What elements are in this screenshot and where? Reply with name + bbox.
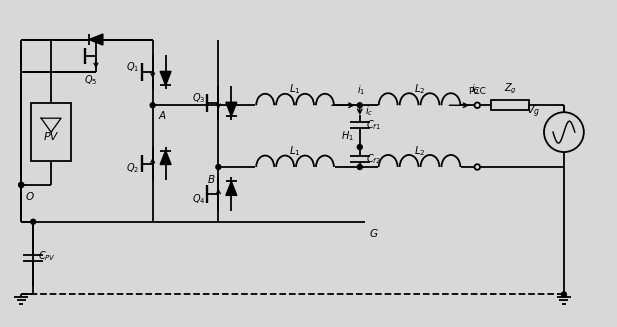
Polygon shape [160, 150, 171, 164]
Text: G: G [370, 229, 378, 239]
Text: A: A [159, 111, 166, 121]
Polygon shape [226, 181, 237, 195]
Text: B: B [207, 175, 214, 185]
Text: $Q_1$: $Q_1$ [126, 60, 139, 74]
Circle shape [357, 164, 362, 169]
Text: $V_g$: $V_g$ [526, 104, 540, 120]
Text: $L_1$: $L_1$ [289, 144, 301, 158]
Circle shape [216, 164, 221, 169]
Polygon shape [226, 102, 237, 116]
Text: $Z_g$: $Z_g$ [503, 82, 516, 96]
Text: $Q_5$: $Q_5$ [84, 73, 97, 87]
Text: $Q_4$: $Q_4$ [192, 193, 205, 206]
Text: PCC: PCC [468, 87, 486, 96]
Text: $i_1$: $i_1$ [357, 83, 365, 97]
Circle shape [31, 219, 36, 224]
Circle shape [357, 145, 362, 149]
Text: $i_c$: $i_c$ [365, 104, 373, 118]
Circle shape [19, 182, 23, 187]
Circle shape [150, 103, 155, 108]
Text: $L_1$: $L_1$ [289, 82, 301, 96]
Text: $Q_2$: $Q_2$ [126, 162, 139, 175]
Text: PV: PV [44, 132, 58, 142]
Circle shape [561, 292, 566, 297]
Text: $C_{f1}$: $C_{f1}$ [366, 118, 381, 132]
Text: $Q_3$: $Q_3$ [192, 91, 205, 105]
Circle shape [357, 103, 362, 108]
Text: $L_2$: $L_2$ [414, 144, 425, 158]
Polygon shape [160, 71, 171, 85]
Bar [491, 100, 529, 110]
Polygon shape [89, 34, 103, 45]
Bar [31, 103, 71, 161]
Text: $C_{f2}$: $C_{f2}$ [366, 152, 381, 166]
Text: $L_2$: $L_2$ [414, 82, 425, 96]
Text: $H_1$: $H_1$ [341, 129, 354, 143]
Text: $C_{PV}$: $C_{PV}$ [38, 249, 56, 263]
Circle shape [19, 182, 23, 187]
Text: O: O [25, 192, 33, 202]
Text: $i_g$: $i_g$ [471, 83, 480, 97]
